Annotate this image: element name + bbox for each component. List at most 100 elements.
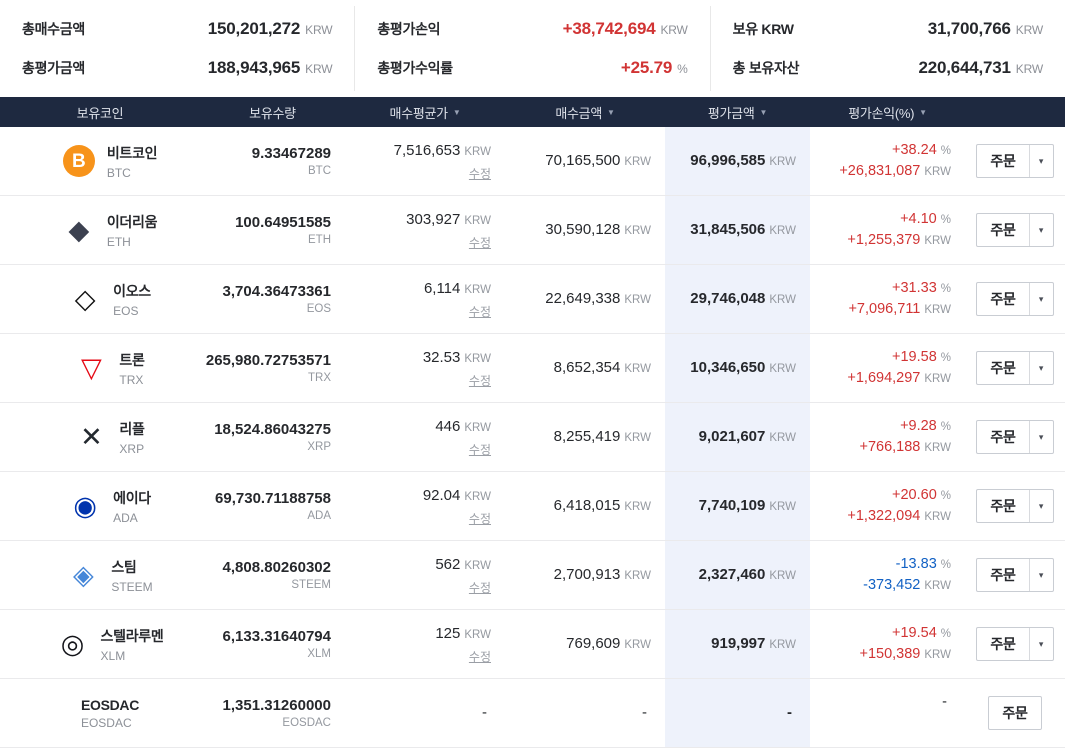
coin-names: 에이다 ADA: [113, 488, 151, 525]
order-button-label[interactable]: 주문: [990, 360, 1016, 376]
order-dropdown-caret-icon[interactable]: ▾: [1028, 283, 1053, 315]
order-dropdown-caret-icon[interactable]: ▾: [1028, 490, 1053, 522]
summary-value: 150,201,272 KRW: [207, 19, 333, 39]
edit-avg-price-link[interactable]: 수정: [468, 235, 491, 250]
coin-symbol: EOSDAC: [80, 715, 132, 730]
holding-quantity-unit: XLM: [307, 648, 331, 660]
order-button-label[interactable]: 주문: [990, 291, 1016, 307]
coin-names: 리플 XRP: [119, 419, 144, 456]
header-avg-buy-price[interactable]: 매수평균가 ▼: [389, 105, 461, 121]
summary-column-assets: 보유 KRW 31,700,766 KRW 총 보유자산 220,644,731 K…: [709, 6, 1065, 91]
holding-quantity-cell: 9.33467289 BTC: [200, 127, 345, 195]
coin-cell: ▽ 트론 TRX: [0, 334, 200, 402]
bitcoin-icon: B: [62, 145, 95, 177]
order-button-label[interactable]: 주문: [1002, 705, 1028, 721]
holding-quantity: 265,980.72753571: [205, 352, 331, 369]
profit-loss-amount-unit: KRW: [924, 235, 951, 247]
holding-quantity-cell: 100.64951585 ETH: [200, 196, 345, 264]
holding-quantity: 69,730.71188758: [215, 490, 331, 507]
edit-avg-price-link[interactable]: 수정: [468, 304, 491, 319]
coin-name: 트론: [119, 351, 145, 368]
avg-buy-price-unit: KRW: [464, 283, 491, 296]
eval-amount-unit: KRW: [769, 362, 796, 375]
order-button[interactable]: 주문 ▾: [976, 144, 1054, 178]
order-button-label[interactable]: 주문: [990, 222, 1016, 238]
holding-quantity-cell: 265,980.72753571 TRX: [200, 334, 345, 402]
summary-item-total-pl: 총평가손익 +38,742,694 KRW: [377, 19, 688, 39]
order-button[interactable]: 주문 ▾: [976, 282, 1054, 316]
order-button[interactable]: 주문 ▾: [976, 627, 1054, 661]
sort-descending-icon[interactable]: ▼: [452, 108, 461, 117]
order-dropdown-caret-icon[interactable]: ▾: [1028, 421, 1053, 453]
coin-name: 비트코인: [106, 144, 158, 161]
coin-names: 트론 TRX: [119, 350, 144, 387]
holding-quantity-unit: XRP: [307, 441, 331, 453]
order-button[interactable]: 주문 ▾: [976, 420, 1054, 454]
edit-avg-price-link[interactable]: 수정: [468, 166, 491, 181]
edit-avg-price-link[interactable]: 수정: [468, 373, 491, 388]
order-button-label[interactable]: 주문: [990, 636, 1016, 652]
profit-loss-percent: +19.54: [892, 625, 937, 641]
coin-symbol: STEEM: [111, 579, 153, 594]
coin-symbol: ADA: [113, 510, 138, 525]
edit-avg-price-link[interactable]: 수정: [468, 511, 491, 526]
holding-quantity-unit: ETH: [308, 234, 331, 246]
avg-buy-price-unit: KRW: [464, 145, 491, 158]
profit-loss-percent-unit: %: [940, 145, 951, 157]
order-button-label[interactable]: 주문: [990, 498, 1016, 514]
avg-buy-price-unit: KRW: [464, 214, 491, 227]
summary-value: +38,742,694 KRW: [562, 19, 688, 39]
coin-names: 스텔라루멘 XLM: [101, 626, 164, 663]
order-dropdown-caret-icon[interactable]: ▾: [1028, 628, 1053, 660]
order-button[interactable]: 주문 ▾: [988, 696, 1042, 730]
order-button[interactable]: 주문 ▾: [976, 351, 1054, 385]
summary-value: 188,943,965 KRW: [207, 57, 333, 77]
profit-loss-amount: +26,831,087: [839, 163, 921, 179]
order-button-label[interactable]: 주문: [990, 153, 1016, 169]
coin-symbol: TRX: [119, 372, 144, 387]
header-profit-loss[interactable]: 평가손익(%) ▼: [848, 105, 927, 121]
buy-amount-cell: -: [505, 679, 665, 747]
order-dropdown-caret-icon[interactable]: ▾: [1028, 559, 1053, 591]
eval-amount: 31,845,506: [690, 220, 766, 238]
order-button-label[interactable]: 주문: [990, 429, 1016, 445]
order-dropdown-caret-icon[interactable]: ▾: [1028, 352, 1053, 384]
order-button[interactable]: 주문 ▾: [976, 558, 1054, 592]
holding-quantity-cell: 69,730.71188758 ADA: [200, 472, 345, 540]
order-dropdown-caret-icon[interactable]: ▾: [1028, 214, 1053, 246]
profit-loss-percent-unit: %: [940, 352, 951, 364]
buy-amount-unit: KRW: [624, 500, 651, 513]
edit-avg-price-link[interactable]: 수정: [468, 649, 491, 664]
buy-amount-unit: KRW: [624, 224, 651, 237]
profit-loss-cell: +19.54% +150,389 KRW: [810, 610, 965, 678]
order-cell: 주문 ▾: [965, 196, 1065, 264]
edit-avg-price-link[interactable]: 수정: [468, 442, 491, 457]
eval-amount-unit: KRW: [769, 500, 796, 513]
order-cell: 주문 ▾: [965, 679, 1065, 747]
sort-descending-icon[interactable]: ▼: [759, 108, 768, 117]
order-button[interactable]: 주문 ▾: [976, 213, 1054, 247]
sort-descending-icon[interactable]: ▼: [607, 108, 615, 117]
eval-amount-cell: 31,845,506 KRW: [665, 196, 810, 264]
profit-loss-percent: +38.24: [892, 142, 937, 158]
order-dropdown-caret-icon[interactable]: ▾: [1028, 145, 1053, 177]
avg-buy-price: -: [482, 703, 487, 721]
avg-buy-price: 7,516,653: [393, 141, 461, 159]
holding-quantity: 6,133.31640794: [222, 628, 331, 645]
holding-quantity-unit: EOSDAC: [282, 717, 331, 729]
holding-quantity-unit: EOS: [306, 303, 331, 315]
summary-column-purchase: 총매수금액 150,201,272 KRW 총평가금액 188,943,965 KR…: [0, 6, 354, 91]
avg-buy-price-cell: 6,114 KRW 수정: [345, 265, 505, 333]
header-eval-amount[interactable]: 평가금액 ▼: [707, 105, 768, 121]
header-buy-amount[interactable]: 매수금액 ▼: [555, 105, 615, 121]
coin-names: 스팀 STEEM: [111, 557, 152, 594]
order-button[interactable]: 주문 ▾: [976, 489, 1054, 523]
edit-avg-price-link[interactable]: 수정: [468, 580, 491, 595]
buy-amount-unit: KRW: [624, 293, 651, 306]
order-button-label[interactable]: 주문: [990, 567, 1016, 583]
buy-amount-unit: KRW: [624, 431, 651, 444]
sort-descending-icon[interactable]: ▼: [919, 108, 927, 117]
buy-amount-cell: 70,165,500 KRW: [505, 127, 665, 195]
holding-quantity: 100.64951585: [235, 214, 331, 231]
avg-buy-price-unit: KRW: [464, 421, 491, 434]
